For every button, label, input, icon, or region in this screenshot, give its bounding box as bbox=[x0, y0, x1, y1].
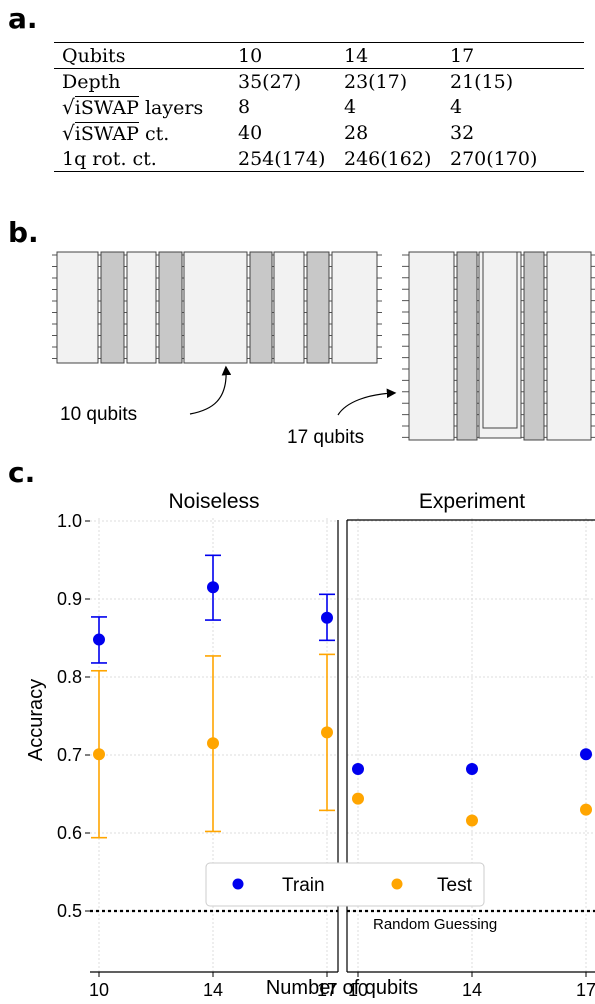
circuit-label-10: 10 qubits bbox=[60, 404, 137, 425]
data-point-train bbox=[352, 763, 364, 776]
subplot-title-experiment: Experiment bbox=[419, 490, 525, 513]
entangling-gate-block bbox=[306, 251, 330, 364]
data-point-train bbox=[93, 633, 105, 646]
entangling-gate-block bbox=[249, 251, 273, 364]
row-label: 1q rot. ct. bbox=[62, 147, 157, 170]
data-point-train bbox=[321, 611, 333, 624]
entangling-gate-block bbox=[100, 251, 125, 364]
legend-marker-test bbox=[391, 878, 403, 890]
single-qubit-gate-block bbox=[273, 251, 305, 364]
table-header-cell: Qubits bbox=[62, 44, 126, 67]
table-cell: 23(17) bbox=[344, 70, 408, 93]
legend-label-train: Train bbox=[282, 875, 325, 896]
single-qubit-gate-outline bbox=[482, 252, 518, 429]
reference-line-label: Random Guessing bbox=[373, 916, 497, 933]
x-tick-label: 14 bbox=[462, 980, 482, 1000]
table-cell: 35(27) bbox=[238, 70, 302, 93]
table-header-row: Qubits 10 14 17 bbox=[54, 42, 584, 69]
y-tick-label: 0.7 bbox=[57, 745, 82, 765]
y-axis-label: Accuracy bbox=[25, 679, 47, 761]
panel-label-b: b. bbox=[8, 216, 39, 249]
entangling-gate-block bbox=[523, 251, 545, 441]
row-label: √iSWAP ct. bbox=[54, 120, 230, 146]
table-header-cell: 10 bbox=[238, 44, 263, 67]
table-cell: 270(170) bbox=[450, 147, 538, 170]
x-tick-label: 10 bbox=[348, 980, 368, 1000]
table-cell: 32 bbox=[450, 122, 475, 144]
table-cell: 40 bbox=[238, 122, 263, 144]
data-point-test bbox=[580, 803, 592, 816]
table-cell: 254(174) bbox=[238, 147, 326, 170]
legend-marker-train bbox=[232, 878, 244, 890]
accuracy-chart: 0.5 0.6 0.7 0.8 0.9 1.0 10 14 17 10 14 17 Noiseless… bbox=[25, 490, 595, 1000]
entangling-gate-block bbox=[158, 251, 183, 364]
row-label-suffix: ct. bbox=[138, 123, 170, 145]
circuit-diagrams: 10 qubits 17 qubits bbox=[52, 251, 595, 448]
y-tick-label: 0.6 bbox=[57, 823, 82, 843]
x-tick-label: 10 bbox=[89, 980, 109, 1000]
row-label: √iSWAP layers bbox=[54, 94, 230, 120]
y-tick-label: 1.0 bbox=[57, 511, 82, 531]
sqrt-symbol: √iSWAP bbox=[62, 121, 139, 145]
single-qubit-gate-block bbox=[478, 251, 522, 439]
table-cell: 4 bbox=[344, 96, 357, 118]
circuit-label-17: 17 qubits bbox=[287, 427, 364, 448]
x-tick-label: 17 bbox=[317, 980, 337, 1000]
table-cell: 28 bbox=[344, 122, 369, 144]
table-row: Depth 35(27) 23(17) 21(15) bbox=[54, 69, 584, 95]
x-tick-label: 14 bbox=[203, 980, 223, 1000]
row-label: Depth bbox=[62, 70, 121, 93]
data-point-train bbox=[580, 748, 592, 761]
table-row: √iSWAP ct. 40 28 32 bbox=[54, 120, 584, 146]
circuit-10-qubits bbox=[56, 251, 378, 364]
data-point-train bbox=[466, 763, 478, 776]
single-qubit-gate-block bbox=[408, 251, 455, 441]
axes: 0.5 0.6 0.7 0.8 0.9 1.0 10 14 17 10 14 17 bbox=[57, 511, 595, 1000]
arrow-10-qubits bbox=[189, 365, 232, 415]
data-point-test bbox=[207, 737, 219, 750]
panel-label-c: c. bbox=[8, 456, 36, 489]
single-qubit-gate-block bbox=[183, 251, 248, 364]
legend-label-test: Test bbox=[437, 875, 473, 896]
table-cell: 246(162) bbox=[344, 147, 432, 170]
table-cell: 8 bbox=[238, 96, 251, 118]
y-tick-label: 0.5 bbox=[57, 901, 82, 921]
grid-lines bbox=[90, 518, 595, 976]
data-point-test bbox=[466, 814, 478, 827]
data-points bbox=[91, 554, 592, 839]
table-row: √iSWAP layers 8 4 4 bbox=[54, 94, 584, 120]
y-tick-label: 0.9 bbox=[57, 589, 82, 609]
arrow-17-qubits bbox=[337, 388, 397, 416]
data-point-test bbox=[93, 748, 105, 761]
data-point-train bbox=[207, 581, 219, 594]
x-axis-label: Number of qubits bbox=[266, 977, 418, 999]
entangling-gate-block bbox=[456, 251, 478, 441]
x-tick-label: 17 bbox=[576, 980, 595, 1000]
table-cell: 21(15) bbox=[450, 70, 514, 93]
legend: Train Test bbox=[205, 862, 485, 907]
circuit-parameters-table: Qubits 10 14 17 Depth 35(27) 23(17) 21(1… bbox=[54, 42, 584, 172]
sqrt-label: iSWAP bbox=[74, 122, 139, 145]
sqrt-symbol: √iSWAP bbox=[62, 95, 139, 119]
data-point-test bbox=[352, 792, 364, 805]
table-header-cell: 14 bbox=[344, 44, 369, 67]
sqrt-label: iSWAP bbox=[74, 96, 139, 119]
subplot-title-noiseless: Noiseless bbox=[168, 490, 259, 513]
row-label-suffix: layers bbox=[138, 97, 204, 119]
circuit-17-qubits bbox=[408, 251, 592, 441]
single-qubit-gate-block bbox=[331, 251, 378, 364]
single-qubit-gate-block bbox=[56, 251, 99, 364]
y-tick-label: 0.8 bbox=[57, 667, 82, 687]
table-cell: 4 bbox=[450, 96, 463, 118]
data-point-test bbox=[321, 726, 333, 739]
single-qubit-gate-block bbox=[546, 251, 592, 441]
panel-label-a: a. bbox=[8, 2, 38, 35]
table-row: 1q rot. ct. 254(174) 246(162) 270(170) bbox=[54, 146, 584, 172]
table-header-cell: 17 bbox=[450, 44, 475, 67]
single-qubit-gate-block bbox=[126, 251, 157, 364]
